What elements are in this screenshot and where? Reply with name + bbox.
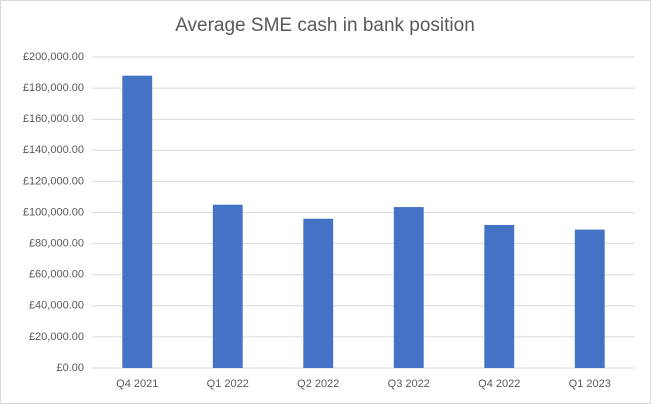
y-tick-label: £60,000.00 [29,269,84,281]
chart-title: Average SME cash in bank position [175,15,475,36]
y-tick-label: £80,000.00 [29,238,84,250]
y-tick-label: £140,000.00 [23,144,84,156]
x-tick-label: Q3 2022 [388,378,430,390]
y-tick-label: £40,000.00 [29,300,84,312]
bar [574,229,605,368]
bar [122,75,153,368]
x-tick-label: Q1 2022 [207,378,249,390]
y-tick-label: £180,000.00 [23,82,84,94]
bar [393,207,424,368]
x-tick-label: Q2 2022 [297,378,339,390]
bar [303,218,334,368]
x-tick-label: Q4 2021 [116,378,158,390]
y-tick-label: £200,000.00 [23,51,84,63]
x-tick-label: Q4 2022 [478,378,520,390]
x-tick-label: Q1 2023 [569,378,611,390]
bar [212,204,243,368]
y-tick-label: £120,000.00 [23,175,84,187]
y-tick-label: £100,000.00 [23,206,84,218]
y-tick-label: £0.00 [56,362,84,374]
bar [484,224,515,368]
y-tick-label: £160,000.00 [23,113,84,125]
y-tick-label: £20,000.00 [29,331,84,343]
